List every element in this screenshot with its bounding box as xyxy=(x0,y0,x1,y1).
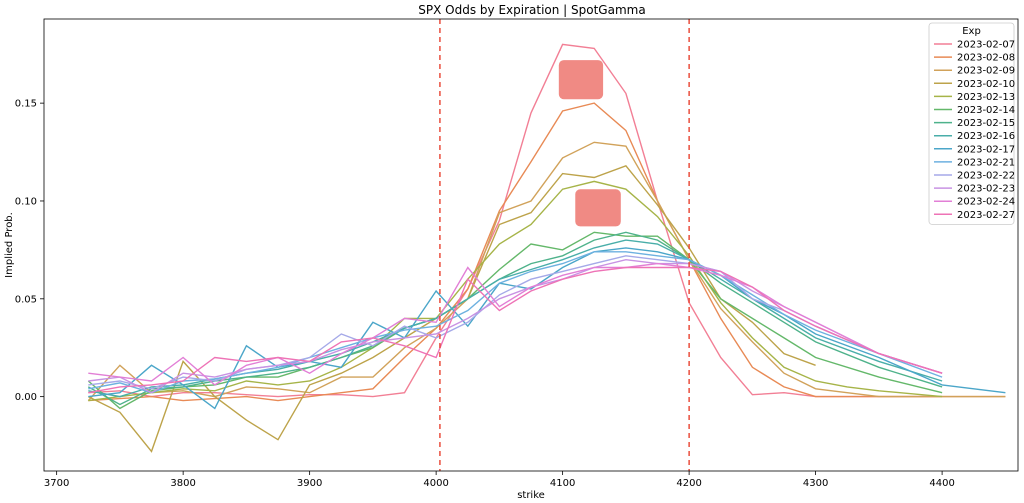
series-line-2023-02-23 xyxy=(88,258,943,394)
y-axis: 0.00 0.05 0.10 0.15 xyxy=(15,99,44,403)
series-line-2023-02-24 xyxy=(88,262,943,386)
legend-entry: 2023-02-13 xyxy=(957,92,1015,103)
legend-entry: 2023-02-21 xyxy=(957,157,1015,168)
legend-entry: 2023-02-15 xyxy=(957,118,1015,129)
x-tick-label: 4200 xyxy=(676,478,701,489)
legend-entry: 2023-02-09 xyxy=(957,66,1015,77)
legend-entry: 2023-02-22 xyxy=(957,171,1015,182)
legend-entry: 2023-02-08 xyxy=(957,53,1015,64)
series-line-2023-02-13 xyxy=(88,180,943,402)
series-line-2023-02-16 xyxy=(88,239,943,398)
legend-entry: 2023-02-16 xyxy=(957,131,1015,142)
legend-entry: 2023-02-14 xyxy=(957,105,1015,116)
axes-frame xyxy=(43,18,1019,472)
series-line-2023-02-09 xyxy=(87,141,1006,402)
series-line-2023-02-14 xyxy=(87,231,943,410)
legend-entry: 2023-02-07 xyxy=(957,40,1015,51)
legend: Exp 2023-02-07 2023-02-08 2023-02-09 2023-02… xyxy=(928,22,1015,225)
legend-entry: 2023-02-23 xyxy=(957,184,1015,195)
y-tick-label: 0.00 xyxy=(15,392,37,403)
x-tick-label: 4300 xyxy=(803,478,828,489)
x-tick-label: 3900 xyxy=(297,478,322,489)
legend-title: Exp xyxy=(962,26,981,37)
legend-entry: 2023-02-17 xyxy=(957,144,1015,155)
y-axis-label: Implied Prob. xyxy=(4,212,15,278)
y-tick-label: 0.10 xyxy=(15,196,37,207)
series-line-2023-02-21 xyxy=(88,251,943,394)
x-tick-label: 4000 xyxy=(423,478,448,489)
chart-title: SPX Odds by Expiration | SpotGamma xyxy=(418,3,645,17)
series-line-2023-02-08 xyxy=(88,102,1006,402)
legend-entry: 2023-02-27 xyxy=(957,210,1015,221)
y-tick-label: 0.05 xyxy=(15,294,37,305)
x-tick-label: 4400 xyxy=(929,478,954,489)
series-line-2023-02-07 xyxy=(88,43,943,398)
series-line-2023-02-27 xyxy=(88,266,943,394)
series-line-2023-02-17 xyxy=(88,247,1006,410)
legend-entry: 2023-02-24 xyxy=(957,197,1015,208)
highlight-box-1 xyxy=(558,60,604,100)
x-axis-label: strike xyxy=(517,490,545,501)
x-tick-label: 3700 xyxy=(44,478,69,489)
x-tick-label: 4100 xyxy=(550,478,575,489)
x-axis: 3700 3800 3900 4000 4100 4200 4300 4400 xyxy=(44,471,955,489)
highlight-box-2 xyxy=(575,189,621,227)
legend-box xyxy=(928,22,1015,225)
plot-area xyxy=(87,19,1006,471)
x-tick-label: 3800 xyxy=(170,478,195,489)
legend-entry: 2023-02-10 xyxy=(957,79,1015,90)
y-tick-label: 0.15 xyxy=(15,99,37,110)
